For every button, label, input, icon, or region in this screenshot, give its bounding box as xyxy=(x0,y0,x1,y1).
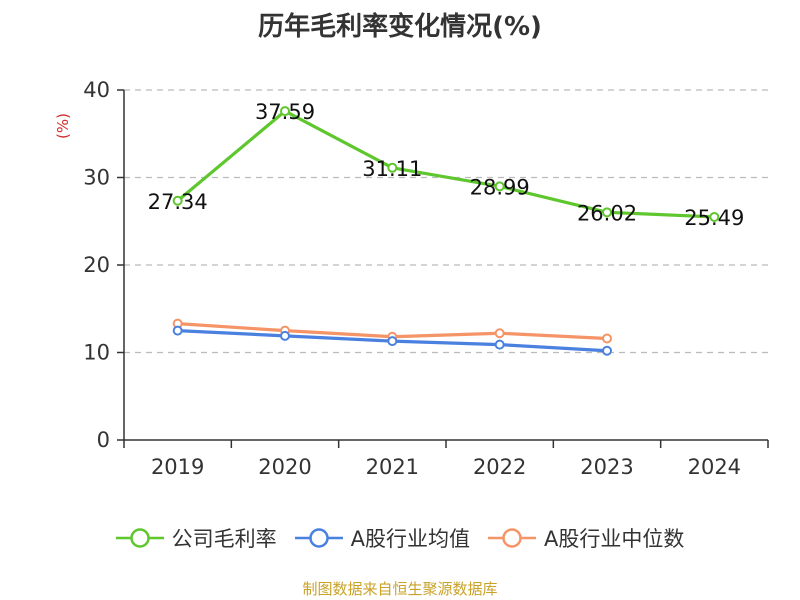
legend-item[interactable]: 公司毛利率 xyxy=(115,523,277,553)
y-tick-label: 30 xyxy=(83,166,110,190)
legend-label: 公司毛利率 xyxy=(171,527,277,551)
legend-item[interactable]: A股行业中位数 xyxy=(488,523,684,553)
series-line xyxy=(176,109,715,219)
legend-label: A股行业中位数 xyxy=(544,527,685,551)
data-label: 37.59 xyxy=(255,100,315,124)
data-point xyxy=(602,207,612,218)
data-point xyxy=(387,336,398,347)
legend-swatch-marker xyxy=(129,528,150,548)
chart-title: 历年毛利率变化情况(%) xyxy=(258,12,542,42)
data-point xyxy=(494,181,505,192)
y-axis-label: (%) xyxy=(54,113,72,139)
legend-swatch xyxy=(294,528,343,548)
data-point xyxy=(494,328,505,339)
legend: 公司毛利率 A股行业均值 A股行业中位数 xyxy=(0,518,800,558)
data-point xyxy=(494,339,505,350)
legend-label: A股行业均值 xyxy=(350,527,470,551)
data-label: 31.11 xyxy=(362,157,422,181)
legend-swatch-marker xyxy=(502,528,522,548)
data-point xyxy=(602,345,612,356)
data-point xyxy=(280,106,290,117)
x-tick-label: 2019 xyxy=(151,455,204,479)
data-point xyxy=(172,195,183,206)
y-tick-label: 20 xyxy=(83,253,110,277)
x-tick-label: 2024 xyxy=(688,455,741,479)
data-point xyxy=(280,330,290,341)
legend-item[interactable]: A股行业均值 xyxy=(294,523,470,553)
data-point xyxy=(602,333,612,344)
data-label: 28.99 xyxy=(470,175,530,199)
data-label: 26.02 xyxy=(577,201,637,225)
y-tick-label: 40 xyxy=(83,78,110,102)
x-tick-label: 2022 xyxy=(473,455,526,479)
legend-swatch xyxy=(115,528,164,548)
legend-swatch xyxy=(488,528,536,548)
x-tick-label: 2023 xyxy=(580,455,633,479)
x-tick-label: 2020 xyxy=(258,455,311,479)
x-tick-label: 2021 xyxy=(366,455,419,479)
data-point xyxy=(172,325,183,336)
y-tick-label: 0 xyxy=(97,428,110,452)
data-label: 25.49 xyxy=(684,206,744,230)
data-point xyxy=(387,162,398,173)
y-tick-label: 10 xyxy=(83,341,110,365)
data-label: 27.34 xyxy=(148,190,208,214)
legend-swatch-marker xyxy=(308,528,329,548)
source-note: 制图数据来自恒生聚源数据库 xyxy=(302,580,498,598)
data-point xyxy=(709,211,720,222)
